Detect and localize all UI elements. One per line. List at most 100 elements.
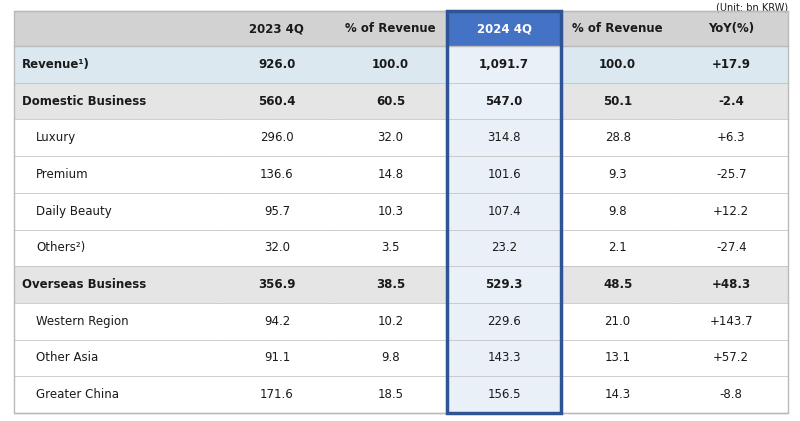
Bar — [220, 120, 334, 156]
Text: 13.1: 13.1 — [605, 352, 630, 365]
Text: 101.6: 101.6 — [487, 168, 521, 181]
Text: -2.4: -2.4 — [718, 95, 744, 107]
Text: +57.2: +57.2 — [714, 352, 750, 365]
Text: 100.0: 100.0 — [372, 58, 409, 71]
Text: (Unit: bn KRW): (Unit: bn KRW) — [716, 3, 788, 13]
Text: 14.3: 14.3 — [605, 388, 630, 401]
Bar — [334, 193, 447, 229]
Text: Revenue¹): Revenue¹) — [22, 58, 90, 71]
Bar — [561, 120, 674, 156]
Text: 60.5: 60.5 — [376, 95, 405, 107]
Bar — [447, 120, 561, 156]
Bar — [14, 156, 220, 193]
Bar — [674, 376, 788, 413]
Bar — [220, 340, 334, 376]
Bar — [561, 340, 674, 376]
Text: YoY(%): YoY(%) — [708, 22, 754, 35]
Bar — [561, 266, 674, 303]
Text: 100.0: 100.0 — [599, 58, 636, 71]
Bar — [447, 83, 561, 120]
Bar — [334, 340, 447, 376]
Bar — [14, 193, 220, 229]
Text: Premium: Premium — [36, 168, 89, 181]
Text: 9.8: 9.8 — [608, 205, 627, 218]
Bar — [447, 193, 561, 229]
Bar — [674, 83, 788, 120]
Text: 32.0: 32.0 — [378, 131, 403, 144]
Text: 2023 4Q: 2023 4Q — [250, 22, 304, 35]
Bar — [674, 46, 788, 83]
Text: Daily Beauty: Daily Beauty — [36, 205, 112, 218]
Text: Other Asia: Other Asia — [36, 352, 98, 365]
Text: 1,091.7: 1,091.7 — [479, 58, 529, 71]
Bar — [220, 303, 334, 340]
Text: +12.2: +12.2 — [713, 205, 750, 218]
Bar — [220, 376, 334, 413]
Text: 94.2: 94.2 — [264, 315, 290, 328]
Bar — [220, 229, 334, 266]
Bar — [674, 340, 788, 376]
Text: 2024 4Q: 2024 4Q — [477, 22, 531, 35]
Bar — [334, 229, 447, 266]
Bar — [220, 156, 334, 193]
Text: +17.9: +17.9 — [712, 58, 750, 71]
Bar — [561, 229, 674, 266]
Text: -8.8: -8.8 — [720, 388, 742, 401]
Bar — [14, 340, 220, 376]
Bar — [674, 193, 788, 229]
Bar — [447, 156, 561, 193]
Text: 2.1: 2.1 — [608, 241, 627, 254]
Bar — [674, 11, 788, 46]
Bar — [220, 193, 334, 229]
Text: Domestic Business: Domestic Business — [22, 95, 146, 107]
Bar — [220, 46, 334, 83]
Text: % of Revenue: % of Revenue — [345, 22, 436, 35]
Text: 3.5: 3.5 — [382, 241, 400, 254]
Text: Western Region: Western Region — [36, 315, 129, 328]
Bar — [334, 303, 447, 340]
Text: 136.6: 136.6 — [260, 168, 294, 181]
Text: 356.9: 356.9 — [258, 278, 296, 291]
Text: +6.3: +6.3 — [717, 131, 746, 144]
Text: 229.6: 229.6 — [487, 315, 521, 328]
Bar — [447, 11, 561, 413]
Bar — [561, 11, 674, 46]
Text: 48.5: 48.5 — [603, 278, 632, 291]
Text: 143.3: 143.3 — [487, 352, 521, 365]
Text: 28.8: 28.8 — [605, 131, 630, 144]
Bar — [674, 303, 788, 340]
Bar — [220, 11, 334, 46]
Text: 560.4: 560.4 — [258, 95, 296, 107]
Bar — [447, 229, 561, 266]
Text: -25.7: -25.7 — [716, 168, 746, 181]
Bar — [334, 83, 447, 120]
Bar — [561, 156, 674, 193]
Bar — [14, 229, 220, 266]
Bar — [447, 340, 561, 376]
Bar — [447, 266, 561, 303]
Text: 547.0: 547.0 — [486, 95, 522, 107]
Text: 529.3: 529.3 — [486, 278, 522, 291]
Bar — [561, 83, 674, 120]
Text: 107.4: 107.4 — [487, 205, 521, 218]
Bar — [334, 11, 447, 46]
Text: 95.7: 95.7 — [264, 205, 290, 218]
Text: Greater China: Greater China — [36, 388, 119, 401]
Text: % of Revenue: % of Revenue — [572, 22, 663, 35]
Text: 21.0: 21.0 — [605, 315, 630, 328]
Bar — [447, 11, 561, 46]
Bar — [447, 303, 561, 340]
Bar — [561, 46, 674, 83]
Bar — [674, 229, 788, 266]
Text: 171.6: 171.6 — [260, 388, 294, 401]
Text: 10.2: 10.2 — [378, 315, 403, 328]
Bar — [334, 156, 447, 193]
Bar — [674, 266, 788, 303]
Bar — [561, 303, 674, 340]
Text: 50.1: 50.1 — [603, 95, 632, 107]
Bar — [674, 120, 788, 156]
Bar — [674, 156, 788, 193]
Bar — [14, 303, 220, 340]
Bar — [447, 376, 561, 413]
Text: 9.3: 9.3 — [608, 168, 627, 181]
